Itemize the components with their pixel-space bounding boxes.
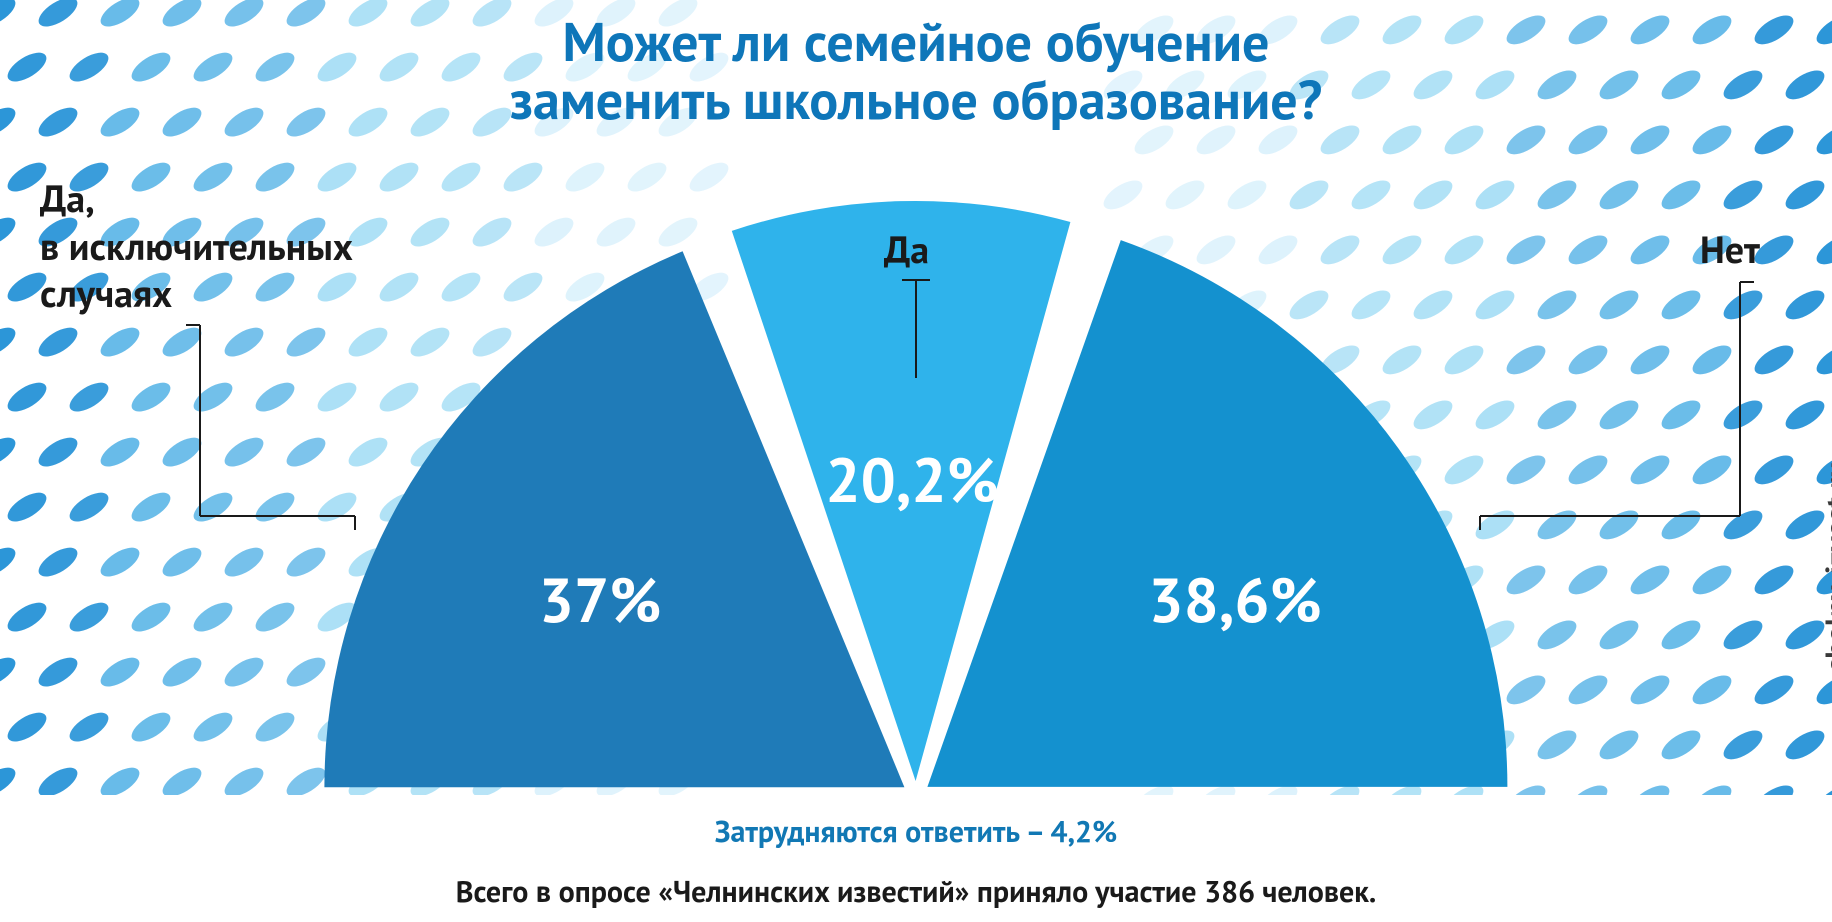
chart-footnote: Всего в опросе «Челнинских известий» при… [0, 872, 1832, 911]
slice-label-line: случаях [40, 270, 353, 318]
slice-label-line: Нет [1700, 226, 1760, 274]
infographic-stage: Может ли семейное обучение заменить школ… [0, 0, 1832, 922]
slice-label-yes: Да [884, 226, 929, 274]
slice-label-line: Да, [40, 175, 353, 223]
slice-label-line: Да [884, 226, 929, 274]
slice-value-yes-exceptional: 37% [539, 560, 661, 640]
callout-yes [902, 280, 930, 378]
chart-remainder-note: Затрудняются ответить – 4,2% [0, 812, 1832, 851]
slice-value-yes: 20,2% [825, 440, 998, 520]
callout-no [1480, 282, 1754, 530]
source-watermark: chelny-izvest.ru [1817, 461, 1832, 672]
slice-label-no: Нет [1700, 226, 1760, 274]
slice-label-yes-exceptional: Да, в исключительных случаях [40, 175, 353, 318]
slice-value-no: 38,6% [1148, 560, 1321, 640]
callout-yes_exceptional [186, 325, 355, 530]
slice-label-line: в исключительных [40, 223, 353, 271]
